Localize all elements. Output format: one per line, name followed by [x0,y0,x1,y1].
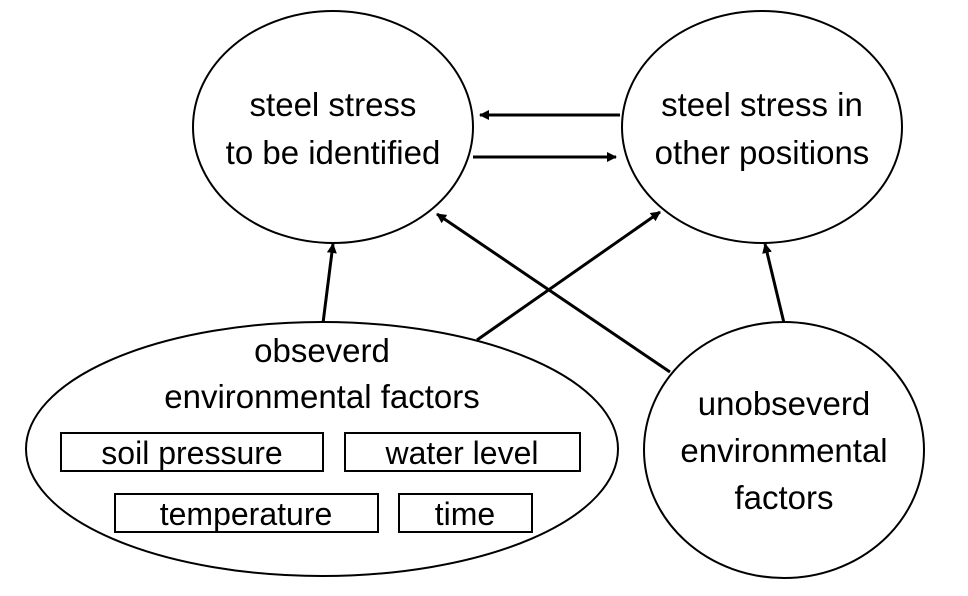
node-unobserved-line3: factors [734,479,833,516]
factor-label-water-level: water level [385,435,539,471]
node-identified-line2: to be identified [226,134,441,171]
node-unobserved-line1: unobseverd [698,385,870,422]
factor-box-temperature: temperature [114,493,379,533]
node-steel-stress-other: steel stress in other positions [621,10,903,244]
node-observed-line1: obseverd [254,332,390,369]
node-unobserved-ellipse [643,321,925,579]
edge-observed-to-other [476,210,661,342]
node-other-line1: steel stress in [661,86,863,123]
edges [321,110,786,374]
factor-box-soil-pressure: soil pressure [60,432,324,472]
node-steel-stress-identified: steel stress to be identified [192,10,474,244]
node-unobserved-line2: environmental [680,432,887,469]
node-observed-factors: obseverd environmental factors soil pres… [25,321,619,577]
node-unobserved-factors: unobseverd environmental factors [643,321,925,579]
edge-unobserved-to-other [762,243,786,324]
node-other-line2: other positions [655,134,870,171]
edge-observed-to-identified [321,243,337,324]
factor-box-time: time [398,493,533,533]
factor-label-temperature: temperature [160,496,333,532]
factor-label-soil-pressure: soil pressure [101,435,282,471]
node-identified-line1: steel stress [250,86,417,123]
node-observed-line2: environmental factors [164,378,479,415]
factor-label-time: time [435,496,495,532]
node-other-ellipse [621,10,903,244]
node-identified-ellipse [192,10,474,244]
factor-box-water-level: water level [344,432,581,472]
edge-unobserved-to-identified [436,212,671,374]
